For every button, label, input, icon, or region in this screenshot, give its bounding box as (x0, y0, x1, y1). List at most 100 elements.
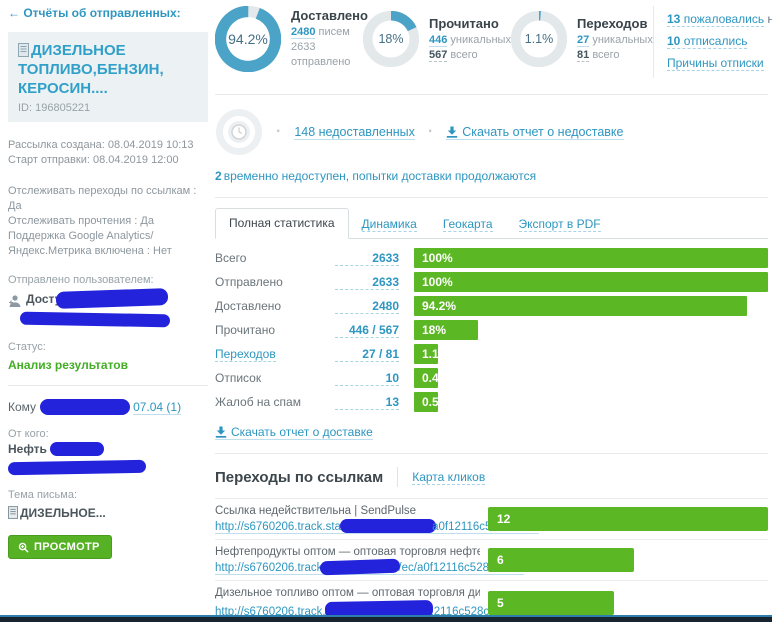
from-block: От кого: Нефть (7, 427, 208, 476)
stat-lines: Доставлено 2480 писем 2633 отправлено (291, 8, 368, 70)
stats-bar: 1.1% (414, 344, 449, 364)
status-label: Статус: (8, 341, 46, 353)
tab[interactable]: Полная статистика (215, 208, 349, 239)
stats-value-link[interactable]: 446 / 567 (335, 323, 399, 338)
stats-label-cell: Прочитано (215, 323, 335, 337)
donut-chart: 18% (363, 11, 419, 67)
document-icon (18, 43, 29, 57)
stat-total-link[interactable]: 567 (429, 48, 448, 62)
censor-scribble (50, 442, 104, 456)
stats-value-cell: 13 (335, 395, 399, 410)
campaign-title: ДИЗЕЛЬНОЕ ТОПЛИВО,БЕНЗИН, КЕРОСИН.... (18, 41, 198, 98)
preview-button-label: ПРОСМОТР (34, 541, 100, 553)
stat-lines: Прочитано 446 уникальных 567 всего (429, 16, 511, 63)
tab[interactable]: Динамика (349, 210, 430, 239)
stats-value-link[interactable]: 2633 (335, 275, 399, 290)
stat-line-total: 81 всего (577, 48, 653, 63)
stat-line-unique: 27 уникальных (577, 33, 653, 48)
stats-bar-percent: 0.5% (422, 395, 450, 409)
donut-svg (215, 6, 281, 72)
stat-value-link[interactable]: 27 (577, 33, 590, 47)
stat-unit: отправлено (291, 56, 351, 68)
note-text: временно недоступен, попытки доставки пр… (223, 169, 537, 183)
stats-bar-track: 0.5% (414, 392, 768, 412)
stat-total-link: 2633 (291, 41, 316, 53)
download-undelivered-report-link[interactable]: Скачать отчет о недоставке (446, 124, 624, 140)
back-link[interactable]: ← Отчёты об отправленных: (8, 6, 181, 20)
link-page-title: Ссылка недействительна | SendPulse (215, 505, 417, 517)
side-link-row: 10 отписались (667, 34, 772, 49)
stat-title: Переходов (577, 15, 648, 31)
donut-stats: 94.2% Доставлено 2480 писем 2633 отправл… (215, 6, 653, 72)
link-url-prefix: http://s6760206.track (215, 562, 323, 574)
stats-value-link[interactable]: 2633 (335, 251, 399, 266)
click-map-link[interactable]: Карта кликов (412, 469, 486, 485)
stats-label-cell: Отписок (215, 371, 335, 385)
side-link-count: 10 (667, 34, 681, 48)
tab-label[interactable]: Динамика (361, 217, 417, 232)
tab-label[interactable]: Экспорт в PDF (518, 217, 601, 232)
sent-by-block: Отправлено пользователем: Доступна (8, 273, 208, 328)
link-url[interactable]: http://s6760206.track.stat a0f12116c528c2… (215, 519, 539, 534)
stats-value-cell: 10 (335, 371, 399, 386)
link-url-line: http://s6760206.track.stat a0f12116c528c2… (215, 519, 539, 535)
side-link[interactable]: 13 пожаловались (667, 12, 765, 27)
tab[interactable]: Геокарта (430, 210, 506, 239)
tab-label[interactable]: Геокарта (442, 217, 493, 232)
stats-label-cell: Отправлено (215, 275, 335, 289)
censor-scribble (40, 399, 131, 415)
undelivered-count-link[interactable]: 148 недоставленных (294, 124, 415, 140)
stat-total-link[interactable]: 81 (577, 48, 590, 62)
stats-label-cell: Всего (215, 251, 335, 265)
stats-bar-percent: 18% (422, 323, 447, 337)
to-label: Кому (8, 400, 37, 414)
link-clicks-list: Ссылка недействительна | SendPulse http:… (215, 498, 768, 622)
track-clicks-setting: Отслеживать переходы по ссылкам : Да (8, 185, 197, 212)
subject-block: Тема письма: ДИЗЕЛЬНОЕ... (8, 488, 208, 520)
stats-label-cell: Жалоб на спам (215, 395, 335, 409)
stats-row: Всего 2633 100% (215, 248, 768, 268)
link-click-count: 6 (497, 553, 504, 567)
link-bar-area: 5 (488, 590, 768, 615)
stats-value-link[interactable]: 13 (335, 395, 399, 410)
side-link[interactable]: 10 отписались (667, 34, 748, 49)
side-link[interactable]: Причины отписки (667, 56, 764, 71)
download-icon (447, 126, 458, 138)
side-link-text: отписались (683, 34, 748, 48)
stat-title: Прочитано (429, 15, 499, 31)
from-name-row: Нефть (8, 442, 208, 456)
stat-lines: Переходов 27 уникальных 81 всего (577, 16, 653, 63)
stats-value-link[interactable]: 10 (335, 371, 399, 386)
download-undelivered-label: Скачать отчет о недоставке (462, 124, 624, 139)
stats-value-cell: 2633 (335, 251, 399, 266)
stat-group: 94.2% Доставлено 2480 писем 2633 отправл… (215, 6, 368, 72)
mailing-list-link[interactable]: 07.04 (1) (133, 400, 182, 415)
stat-unit: всего (450, 48, 478, 61)
summary-row: 94.2% Доставлено 2480 писем 2633 отправл… (215, 0, 772, 95)
stats-value-link[interactable]: 27 / 81 (335, 347, 399, 362)
track-opens-setting: Отслеживать прочтения : Да (8, 215, 154, 227)
stat-line-unique: 2480 писем (291, 25, 368, 40)
stats-row: Жалоб на спам 13 0.5% (215, 392, 768, 412)
stat-value-link[interactable]: 2480 (291, 26, 316, 39)
side-link-suffix: на спам (767, 12, 772, 26)
stat-unit: всего (592, 48, 620, 61)
link-url[interactable]: http://s6760206.track/ec/a0f12116c528c22… (215, 558, 524, 576)
tab-label[interactable]: Полная статистика (229, 216, 335, 230)
side-link-row: 13 пожаловались на спам (667, 12, 772, 27)
side-link-text: пожаловались (683, 12, 765, 26)
stats-bar-track: 0.4% (414, 368, 768, 388)
campaign-title-text: ДИЗЕЛЬНОЕ ТОПЛИВО,БЕНЗИН, КЕРОСИН.... (18, 42, 164, 97)
download-delivery-report-link[interactable]: Скачать отчет о доставке (215, 425, 373, 440)
stats-value-link[interactable]: 2480 (335, 299, 399, 314)
from-label: От кого: (8, 428, 49, 440)
stat-value-link[interactable]: 446 (429, 33, 448, 47)
stats-bar-percent: 100% (422, 275, 453, 289)
tab[interactable]: Экспорт в PDF (506, 210, 614, 239)
stats-bar: 100% (414, 248, 768, 268)
stats-row-label[interactable]: Переходов (215, 346, 276, 362)
preview-button[interactable]: ПРОСМОТР (8, 535, 112, 559)
stats-bar-track: 100% (414, 248, 768, 268)
stats-bar: 94.2% (414, 296, 748, 316)
donut-chart: 1.1% (511, 11, 567, 67)
